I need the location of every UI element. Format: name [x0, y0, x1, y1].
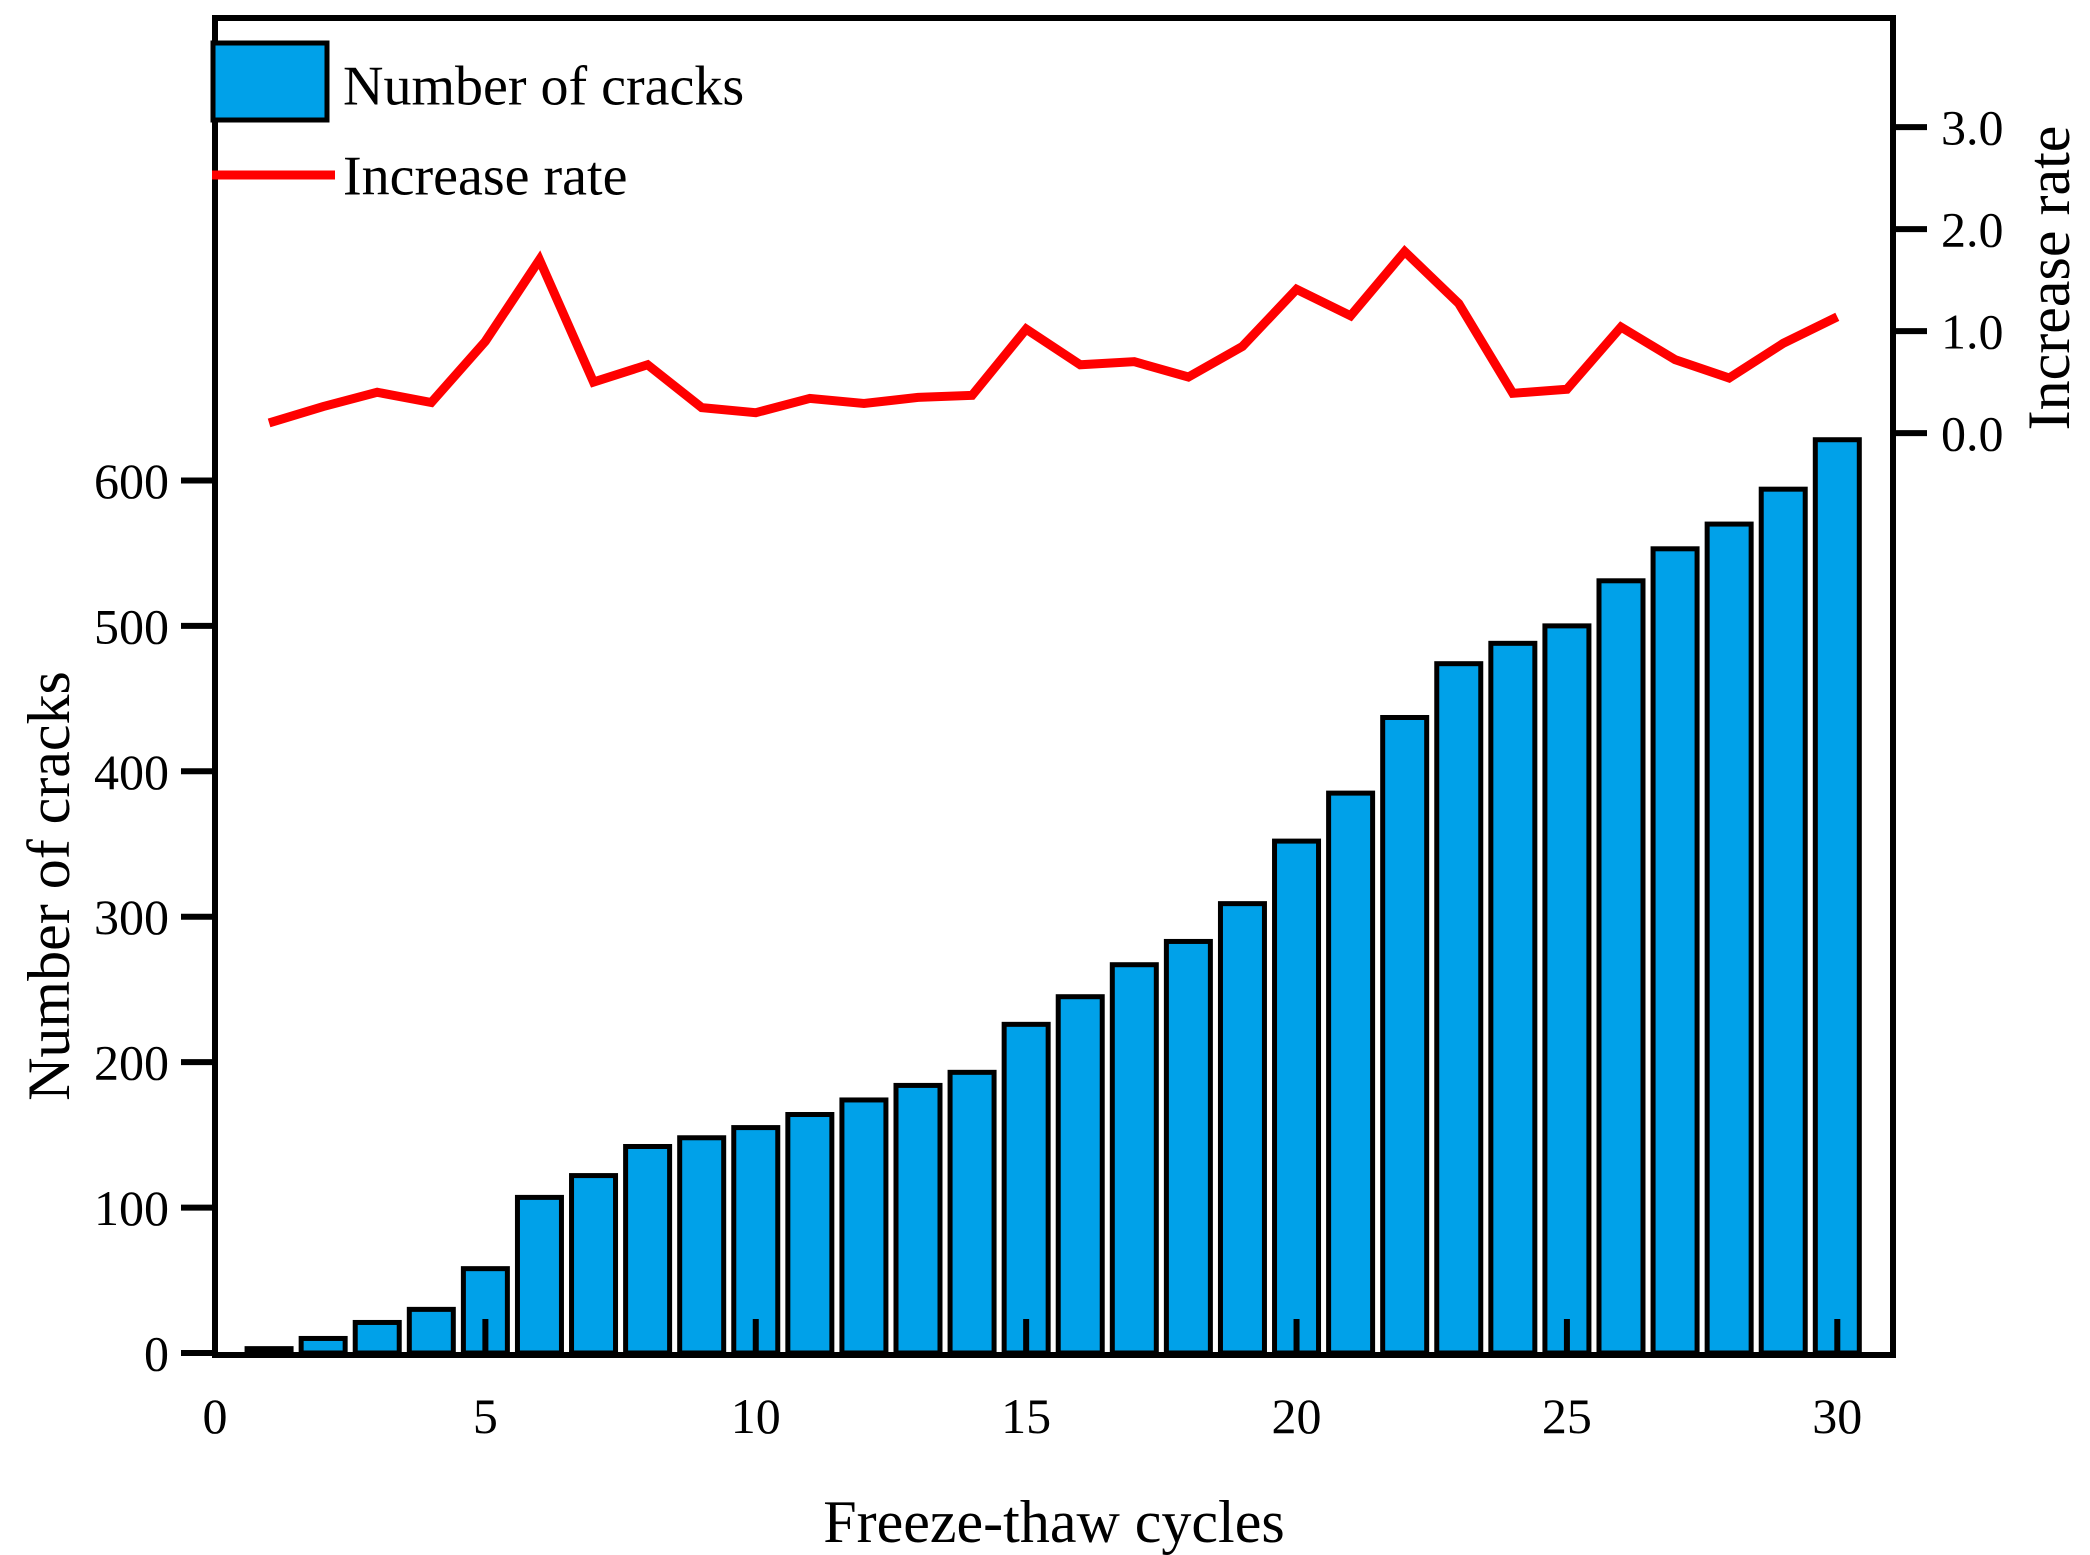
bar	[1272, 838, 1322, 1356]
bar	[1109, 962, 1159, 1356]
increase-rate-line	[267, 244, 1840, 428]
bar	[1758, 486, 1808, 1356]
y-left-tick-label: 200	[94, 1035, 169, 1091]
x-tick-label: 15	[1001, 1388, 1051, 1444]
bar	[785, 1112, 835, 1356]
bar	[569, 1173, 619, 1356]
y-left-tick-label: 0	[144, 1326, 169, 1382]
bar	[1650, 546, 1700, 1356]
y-left-tick-label: 100	[94, 1180, 169, 1236]
increase-rate-polyline	[267, 244, 1840, 428]
legend-bar-swatch	[210, 40, 330, 123]
bar	[677, 1135, 727, 1356]
bar	[1596, 578, 1646, 1356]
x-tick-label: 5	[473, 1388, 498, 1444]
legend-label-bars: Number of cracks	[343, 56, 744, 118]
x-tick-label: 30	[1812, 1388, 1862, 1444]
bars-series	[244, 437, 1862, 1356]
bar	[406, 1306, 456, 1356]
bar	[1542, 623, 1592, 1356]
bar	[1434, 661, 1484, 1356]
bar	[839, 1097, 889, 1356]
bar	[1001, 1021, 1051, 1356]
y-axis-left-ticks: 0 100 200 300 400 500 600	[94, 453, 215, 1382]
bar	[1326, 790, 1376, 1356]
bar	[298, 1335, 348, 1356]
y-right-tick-label: 3.0	[1941, 100, 2004, 156]
y-right-tick-label: 2.0	[1941, 202, 2004, 258]
bar	[1217, 901, 1267, 1356]
x-tick-label: 25	[1542, 1388, 1592, 1444]
x-tick-label: 10	[731, 1388, 781, 1444]
plot-frame	[212, 15, 1896, 1358]
x-axis-title: Freeze-thaw cycles	[823, 1489, 1284, 1555]
bar	[1163, 938, 1213, 1356]
bar	[352, 1319, 402, 1356]
x-tick-label: 20	[1272, 1388, 1322, 1444]
bar	[623, 1143, 673, 1356]
bar	[893, 1082, 943, 1356]
bar	[1055, 994, 1105, 1356]
bar	[514, 1194, 564, 1356]
bar	[1488, 640, 1538, 1356]
bar	[947, 1069, 997, 1356]
y-left-tick-label: 500	[94, 598, 169, 654]
y-axis-right-ticks: 0.0 1.0 2.0 3.0	[1893, 100, 2004, 462]
bar	[1704, 521, 1754, 1356]
x-tick-label: 0	[203, 1388, 228, 1444]
bar	[460, 1266, 510, 1356]
bar	[1380, 714, 1430, 1356]
y-right-tick-label: 1.0	[1941, 304, 2004, 360]
y-right-tick-label: 0.0	[1941, 406, 2004, 462]
y-left-tick-label: 300	[94, 889, 169, 945]
y-left-tick-label: 600	[94, 453, 169, 509]
bar	[1812, 437, 1862, 1356]
legend: Number of cracks Increase rate	[210, 40, 744, 208]
y-left-tick-label: 400	[94, 744, 169, 800]
y-axis-right-title: Increase rate	[2016, 126, 2082, 431]
legend-label-line: Increase rate	[343, 146, 627, 208]
y-axis-left-title: Number of cracks	[16, 671, 82, 1101]
